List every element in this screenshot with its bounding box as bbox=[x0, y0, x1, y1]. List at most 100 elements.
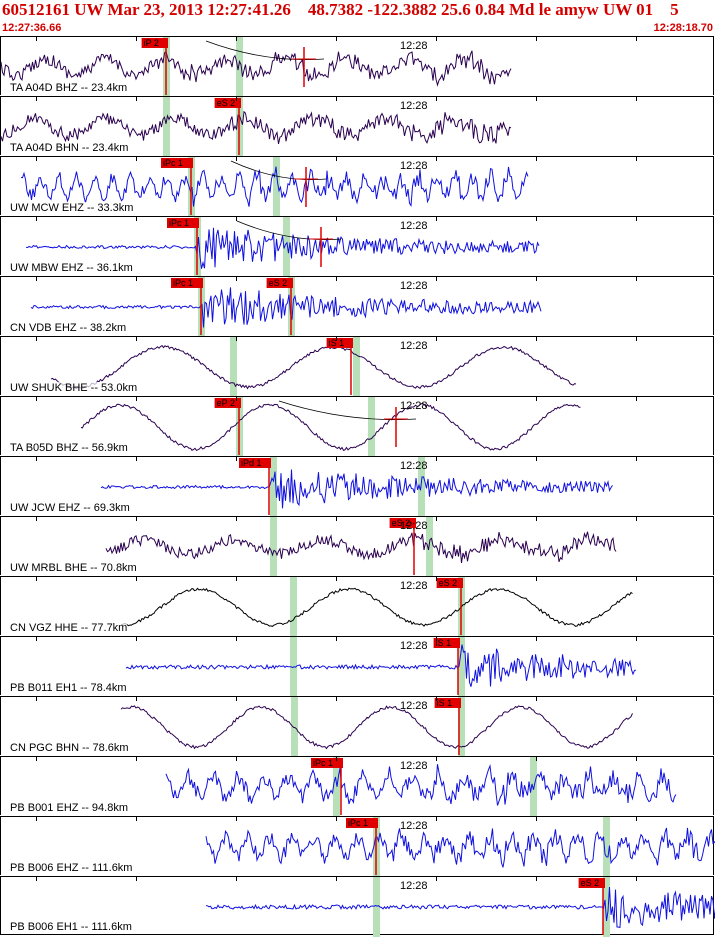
pick-flag-label: eP 2 bbox=[217, 398, 235, 408]
event-title: 60512161 UW Mar 23, 2013 12:27:41.26 48.… bbox=[2, 0, 679, 19]
pick-flag[interactable]: eS 2 bbox=[266, 278, 293, 288]
pick-flag-bg bbox=[326, 338, 353, 348]
phase-window bbox=[230, 337, 237, 397]
time-tick bbox=[536, 277, 537, 281]
pick-flag[interactable]: eS 2 bbox=[389, 518, 416, 528]
station-label: UW JCW EHZ -- 69.3km bbox=[10, 502, 130, 514]
time-tick bbox=[36, 337, 37, 341]
pick-flag[interactable]: iPc 1 bbox=[161, 158, 193, 168]
pick-flag-bg bbox=[433, 638, 460, 648]
time-tick bbox=[36, 517, 37, 521]
time-tick bbox=[136, 757, 137, 761]
trace-panel[interactable]: eS 2 12:28 PB B006 EH1 -- 111.6km bbox=[0, 876, 715, 937]
time-tick bbox=[36, 877, 37, 881]
time-tick bbox=[236, 157, 237, 161]
pick-flag-bg bbox=[266, 278, 293, 288]
time-tick bbox=[636, 517, 637, 521]
trace-panel[interactable]: iPc 1 12:28 UW MCW EHZ -- 33.3km bbox=[0, 156, 714, 217]
pick-flag[interactable]: iPd 1 bbox=[239, 458, 271, 468]
pick-flag-bg bbox=[214, 98, 241, 108]
time-mark-label: 12:28 bbox=[400, 100, 428, 112]
time-tick bbox=[136, 637, 137, 641]
pick-flag[interactable]: iS 1 bbox=[434, 698, 461, 708]
trace-plot: eP 2 bbox=[80, 397, 581, 457]
trace-panel[interactable]: iPc 1 12:28 PB B006 EHZ -- 111.6km bbox=[0, 816, 715, 877]
pick-flag-bg bbox=[171, 278, 203, 288]
time-mark-label: 12:28 bbox=[400, 220, 428, 232]
pick-flag-bg bbox=[161, 158, 193, 168]
pick-flag-label: eS 2 bbox=[269, 278, 288, 288]
time-tick bbox=[336, 577, 337, 581]
trace-panel[interactable]: eS 2 12:28 UW MRBL BHE -- 70.8km bbox=[0, 516, 714, 577]
trace-plot: iPc 1 bbox=[165, 757, 677, 817]
time-tick bbox=[636, 157, 637, 161]
time-tick bbox=[136, 877, 137, 881]
station-label: TA B05D BHZ -- 56.9km bbox=[10, 442, 128, 454]
station-label: UW MRBL BHE -- 70.8km bbox=[10, 562, 137, 574]
trace-panel[interactable]: iS 1 12:28 UW SHUK BHE -- 53.0km bbox=[0, 336, 714, 397]
station-label: TA A04D BHZ -- 23.4km bbox=[10, 82, 128, 94]
pick-flag-bg bbox=[389, 518, 416, 528]
time-tick bbox=[136, 697, 137, 701]
time-tick bbox=[136, 517, 137, 521]
pick-flag[interactable]: iS 1 bbox=[433, 638, 460, 648]
phase-window bbox=[603, 877, 610, 937]
time-tick bbox=[336, 217, 337, 221]
trace-plot: iS 1 bbox=[50, 337, 577, 397]
pick-flag[interactable]: iPc 1 bbox=[311, 758, 343, 768]
time-tick bbox=[336, 757, 337, 761]
time-tick bbox=[536, 397, 537, 401]
pick-flag[interactable]: eS 2 bbox=[436, 578, 463, 588]
waveform bbox=[80, 403, 581, 452]
phase-window bbox=[458, 697, 465, 757]
time-tick bbox=[336, 397, 337, 401]
time-tick bbox=[436, 757, 437, 761]
waveform bbox=[120, 587, 633, 627]
pick-flag-label: iPc 1 bbox=[163, 158, 183, 168]
time-tick bbox=[336, 97, 337, 101]
time-tick bbox=[436, 337, 437, 341]
trace-panel[interactable]: iP 2 12:28 TA A04D BHZ -- 23.4km bbox=[0, 36, 714, 97]
pick-flag[interactable]: iPc 1 bbox=[346, 818, 378, 828]
pick-flag[interactable]: iPc 1 bbox=[171, 278, 203, 288]
time-tick bbox=[36, 637, 37, 641]
end-time: 12:28:18.70 bbox=[653, 22, 713, 34]
pick-flag-bg bbox=[346, 818, 378, 828]
pick-flag[interactable]: eS 2 bbox=[214, 98, 241, 108]
pick-flag[interactable]: eS 2 bbox=[578, 878, 605, 888]
pick-flag[interactable]: eP 2 bbox=[214, 398, 241, 408]
trace-panel[interactable]: iPc 1 eS 2 12:28 CN VDB EHZ -- 38.2km bbox=[0, 276, 714, 337]
trace-panel[interactable]: iPc 1 12:28 UW MBW EHZ -- 36.1km bbox=[0, 216, 714, 277]
trace-panel[interactable]: iS 1 12:28 PB B011 EH1 -- 78.4km bbox=[0, 636, 714, 697]
time-tick bbox=[36, 157, 37, 161]
time-tick bbox=[136, 337, 137, 341]
time-tick bbox=[536, 697, 537, 701]
trace-panel[interactable]: iPc 1 12:28 PB B001 EHZ -- 94.8km bbox=[0, 756, 714, 817]
trace-panel[interactable]: eP 2 12:28 TA B05D BHZ -- 56.9km bbox=[0, 396, 714, 457]
travel-time-curve bbox=[278, 400, 417, 421]
pick-flag-label: iS 1 bbox=[436, 638, 452, 648]
phase-window bbox=[373, 877, 380, 937]
time-tick bbox=[536, 877, 537, 881]
trace-panel[interactable]: eS 2 12:28 TA A04D BHN -- 23.4km bbox=[0, 96, 714, 157]
time-tick bbox=[336, 457, 337, 461]
trace-panel[interactable]: eS 2 12:28 CN VGZ HHE -- 77.7km bbox=[0, 576, 714, 637]
waveform bbox=[50, 344, 577, 390]
trace-panel[interactable]: iPd 1 12:28 UW JCW EHZ -- 69.3km bbox=[0, 456, 714, 517]
time-tick bbox=[136, 37, 137, 41]
time-tick bbox=[236, 97, 237, 101]
pick-flag[interactable]: iP 2 bbox=[141, 38, 168, 48]
time-tick bbox=[136, 817, 137, 821]
time-tick bbox=[336, 277, 337, 281]
time-tick bbox=[336, 877, 337, 881]
pick-flag[interactable]: iS 1 bbox=[326, 338, 353, 348]
trace-plot: eS 2 bbox=[105, 517, 617, 577]
waveform bbox=[25, 227, 540, 269]
station-label: UW SHUK BHE -- 53.0km bbox=[10, 382, 138, 394]
phase-window bbox=[291, 697, 298, 757]
pick-flag-label: iS 1 bbox=[329, 338, 345, 348]
trace-panel[interactable]: iS 1 12:28 CN PGC BHN -- 78.6km bbox=[0, 696, 714, 757]
pick-flag[interactable]: iPc 1 bbox=[167, 218, 199, 228]
waveform bbox=[105, 531, 617, 563]
phase-window bbox=[418, 457, 425, 517]
